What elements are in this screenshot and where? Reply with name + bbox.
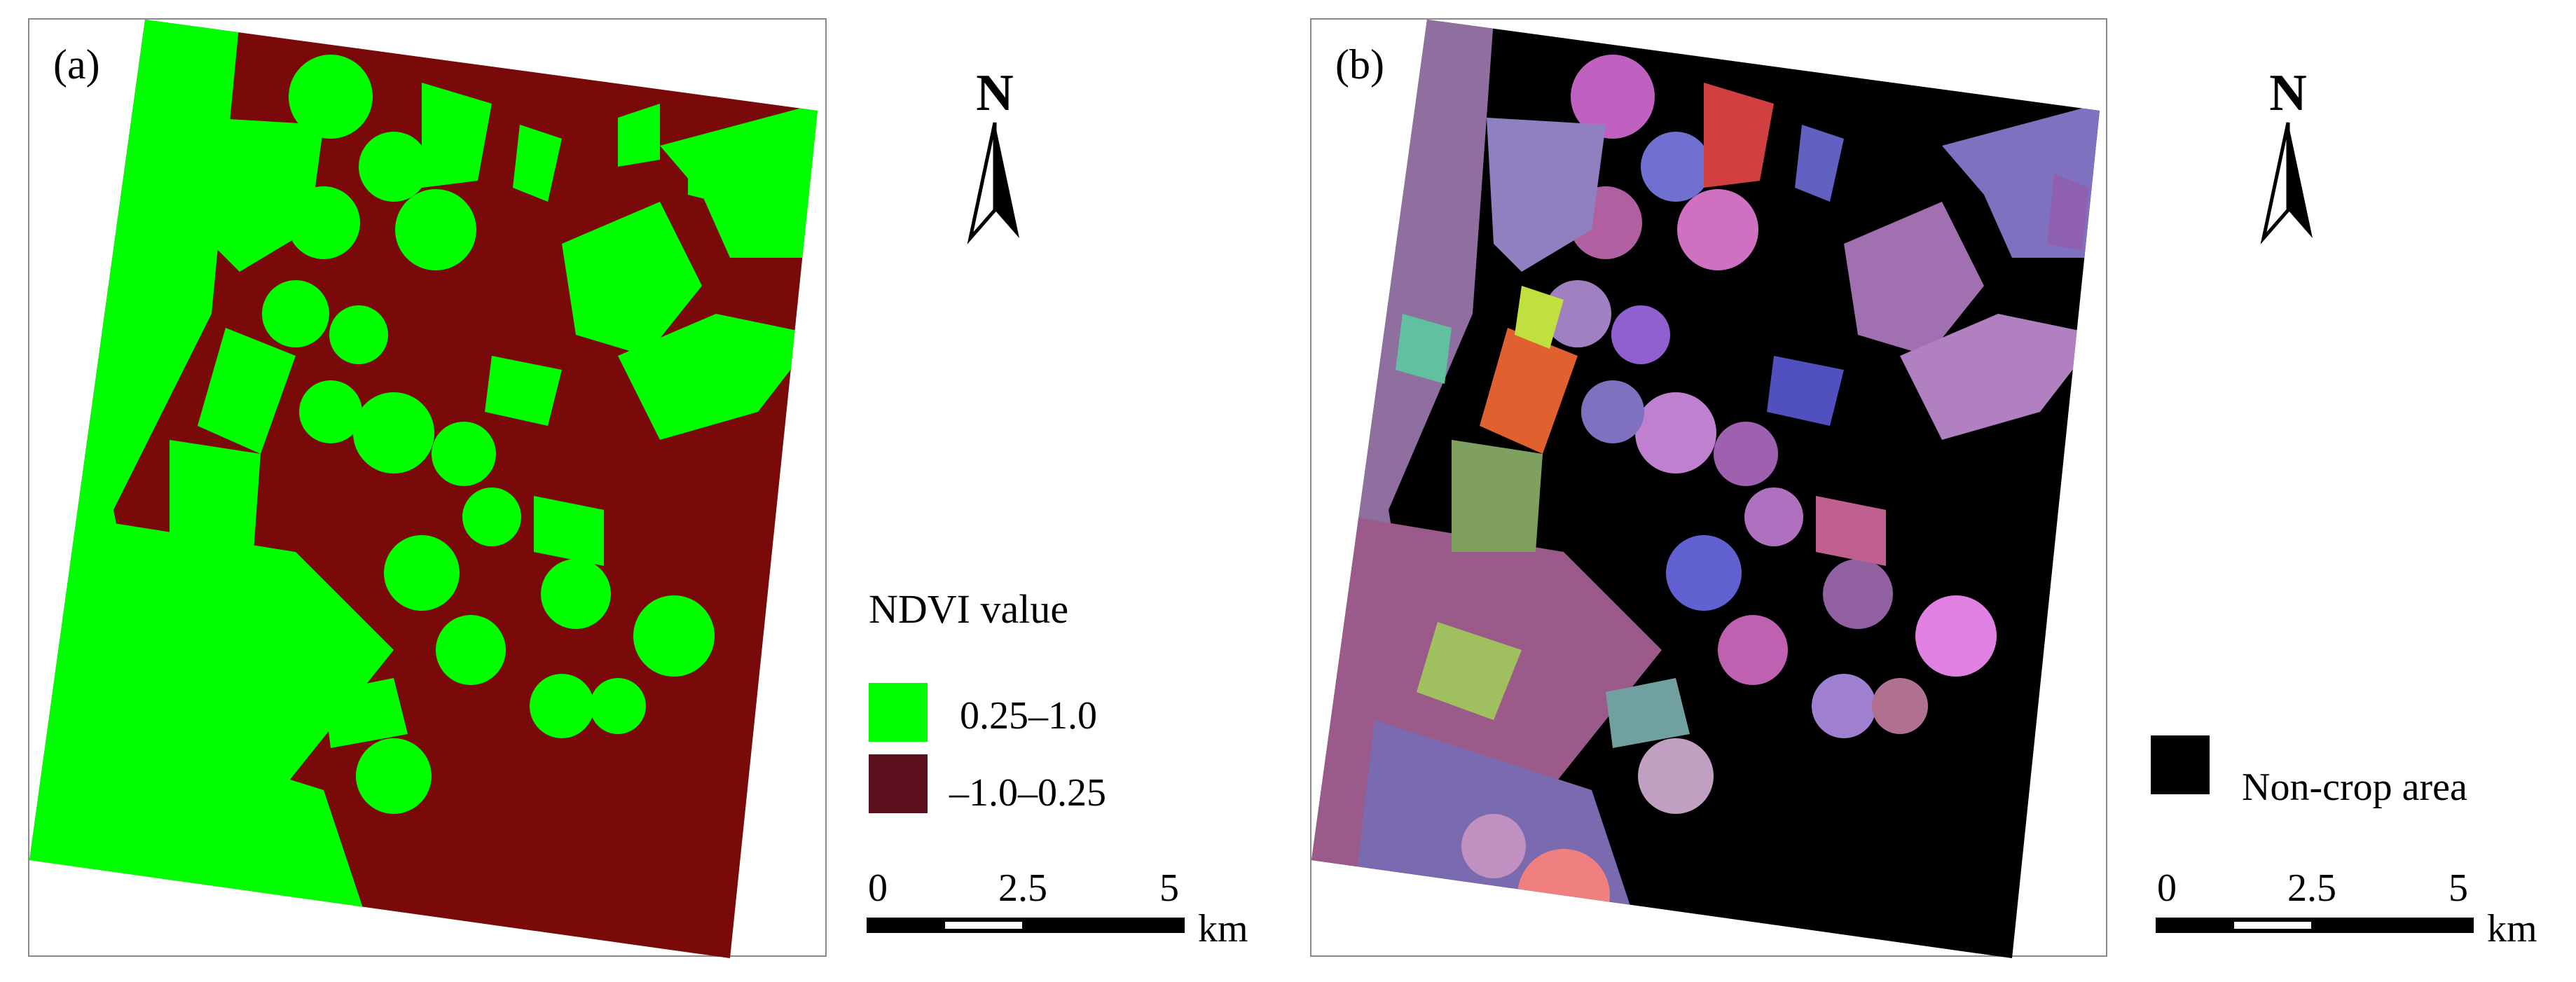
scale-tick-5: 5 [1159, 866, 1179, 910]
north-arrow-icon [967, 122, 1019, 244]
north-arrow-a: N [953, 67, 1037, 249]
legend-swatch-crop [869, 683, 928, 742]
scale-bar-graphic [2156, 918, 2474, 933]
scale-tick-0: 0 [2157, 866, 2177, 910]
legend-title: NDVI value [869, 586, 1069, 632]
north-letter: N [976, 64, 1014, 122]
scale-unit: km [2487, 907, 2537, 950]
legend-swatch-noncrop [869, 754, 928, 813]
scale-tick-2-5: 2.5 [998, 866, 1047, 910]
scale-tick-5: 5 [2448, 866, 2468, 910]
scale-unit: km [1198, 907, 1248, 950]
ndvi-map [29, 20, 818, 958]
north-arrow-icon [2260, 122, 2313, 244]
legend-label-noncrop: –1.0–0.25 [949, 771, 1106, 815]
map-panel-a: (a) [28, 18, 827, 958]
scale-tick-0: 0 [868, 866, 888, 910]
scale-bar-b: 0 2.5 5 km [2154, 866, 2575, 957]
map-panel-b: (b) [1310, 18, 2107, 958]
scale-bar-a: 0 2.5 5 km [865, 866, 1286, 957]
legend-swatch-noncrop-b [2151, 735, 2210, 794]
crop-composite-map [1311, 20, 2100, 958]
scale-bar-graphic [867, 918, 1185, 933]
north-letter: N [2269, 64, 2307, 122]
legend-label-noncrop-b: Non-crop area [2242, 766, 2467, 809]
scale-tick-2-5: 2.5 [2287, 866, 2336, 910]
north-arrow-b: N [2246, 67, 2330, 249]
panel-label-b: (b) [1335, 41, 1384, 88]
legend-label-crop: 0.25–1.0 [960, 694, 1097, 738]
panel-label-a: (a) [53, 41, 100, 88]
